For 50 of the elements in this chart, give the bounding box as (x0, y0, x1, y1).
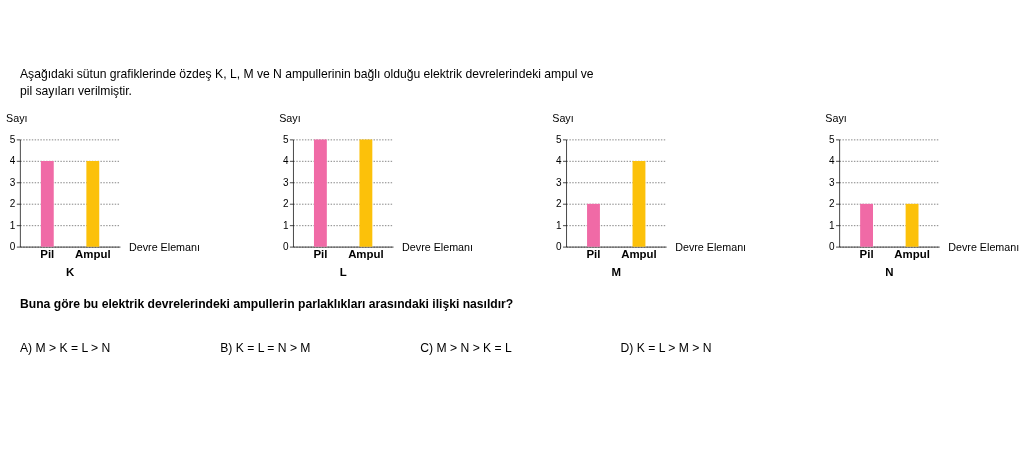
y-tick-label: 0 (9, 240, 16, 252)
y-tick-label: 5 (9, 133, 16, 145)
y-tick-label: 3 (9, 176, 16, 188)
text: D) K = L > M > N (620, 340, 712, 355)
x-axis-title: Devre Elemanı (129, 240, 200, 253)
y-tick-label: 3 (829, 176, 836, 188)
x-tick-label: Ampul (894, 247, 930, 260)
x-axis-title: Devre Elemanı (675, 240, 747, 253)
text: Buna göre bu elektrik devrelerindeki ampullerin parlaklıkları arasındaki ilişki nasıldır? (20, 296, 514, 311)
text: M (611, 266, 621, 279)
y-tick-label: 3 (555, 176, 562, 188)
y-axis-title: Sayı (825, 112, 847, 124)
y-tick-label: 4 (555, 155, 562, 167)
y-tick-label: 1 (282, 219, 289, 231)
y-tick-label: 2 (9, 198, 16, 210)
y-tick-label: 2 (829, 198, 836, 210)
y-tick-label: 3 (282, 176, 289, 188)
x-tick-label: Pil (40, 247, 55, 260)
y-tick-label: 2 (555, 198, 562, 210)
y-tick-label: 5 (282, 133, 289, 145)
y-tick-label: 0 (282, 240, 289, 252)
y-tick-label: 2 (282, 198, 289, 210)
text: C) M > N > K = L (420, 340, 513, 355)
text: N (885, 266, 894, 279)
text: B) K = L = N > M (220, 340, 311, 355)
y-tick-label: 1 (829, 219, 836, 231)
y-tick-label: 0 (829, 240, 836, 252)
y-tick-label: 1 (555, 219, 562, 231)
text: L (339, 266, 347, 279)
y-tick-label: 4 (282, 155, 289, 167)
y-tick-label: 1 (9, 219, 16, 231)
y-tick-label: 5 (829, 133, 836, 145)
y-tick-label: 5 (555, 133, 562, 145)
y-axis-title: Sayı (552, 112, 574, 124)
x-tick-label: Ampul (75, 247, 111, 260)
text: A) M > K = L > N (20, 340, 111, 355)
y-axis-title: Sayı (6, 112, 28, 124)
x-tick-label: Pil (313, 247, 328, 260)
text: K (65, 266, 75, 279)
y-tick-label: 4 (9, 155, 16, 167)
x-axis-title: Devre Elemanı (948, 240, 1020, 253)
y-tick-label: 0 (555, 240, 562, 252)
x-tick-label: Ampul (621, 247, 657, 260)
y-axis-title: Sayı (279, 112, 301, 124)
text: Aşağıdaki sütun grafiklerinde özdeş K, L, M ve N ampullerinin bağlı olduğu elektrik devrelerindeki ampul ve pil sayıları verilmiştir. (20, 67, 594, 99)
x-tick-label: Pil (586, 247, 601, 260)
x-tick-label: Pil (859, 247, 874, 260)
x-axis-title: Devre Elemanı (402, 240, 474, 253)
x-tick-label: Ampul (348, 247, 384, 260)
y-tick-label: 4 (829, 155, 836, 167)
